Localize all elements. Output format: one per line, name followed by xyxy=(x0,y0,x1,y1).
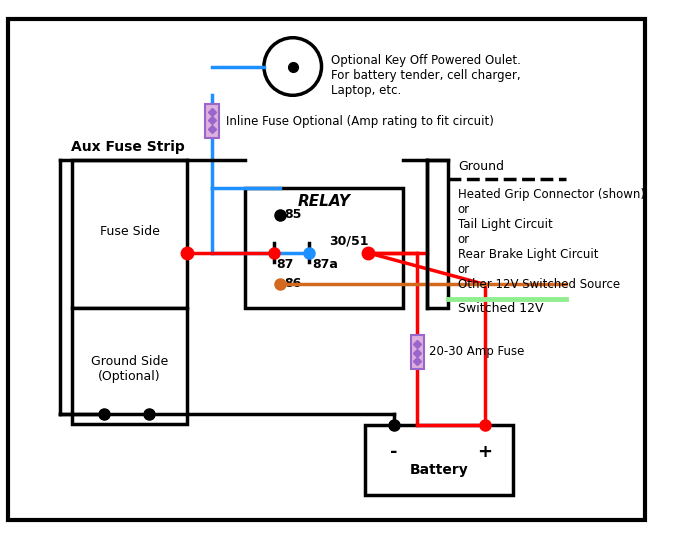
Text: Aux Fuse Strip: Aux Fuse Strip xyxy=(71,140,185,154)
Text: Fuse Side: Fuse Side xyxy=(100,225,160,238)
Bar xyxy=(245,189,403,308)
Text: 20-30 Amp Fuse: 20-30 Amp Fuse xyxy=(429,345,524,358)
Bar xyxy=(72,308,187,424)
Text: 87: 87 xyxy=(276,258,294,271)
Text: Ground Side
(Optional): Ground Side (Optional) xyxy=(91,355,168,383)
Text: 86: 86 xyxy=(284,277,301,290)
Text: Optional Key Off Powered Oulet.
For battery tender, cell charger,
Laptop, etc.: Optional Key Off Powered Oulet. For batt… xyxy=(331,54,521,97)
Bar xyxy=(411,335,424,369)
Text: Ground: Ground xyxy=(458,160,504,173)
Text: Inline Fuse Optional (Amp rating to fit circuit): Inline Fuse Optional (Amp rating to fit … xyxy=(226,115,493,128)
Text: Switched 12V: Switched 12V xyxy=(458,302,544,315)
Text: -: - xyxy=(389,444,397,461)
Bar xyxy=(72,160,187,308)
Text: RELAY: RELAY xyxy=(297,195,351,209)
Bar xyxy=(427,160,448,308)
Bar xyxy=(365,425,514,495)
Text: Heated Grip Connector (shown)
or
Tail Light Circuit
or
Rear Brake Light Circuit
: Heated Grip Connector (shown) or Tail Li… xyxy=(458,189,644,292)
Text: +: + xyxy=(477,444,492,461)
Bar xyxy=(205,104,219,137)
Text: Battery: Battery xyxy=(410,462,469,476)
Text: 85: 85 xyxy=(284,208,301,221)
Text: 30/51: 30/51 xyxy=(329,234,369,248)
Text: 87a: 87a xyxy=(312,258,338,271)
Circle shape xyxy=(264,38,321,95)
